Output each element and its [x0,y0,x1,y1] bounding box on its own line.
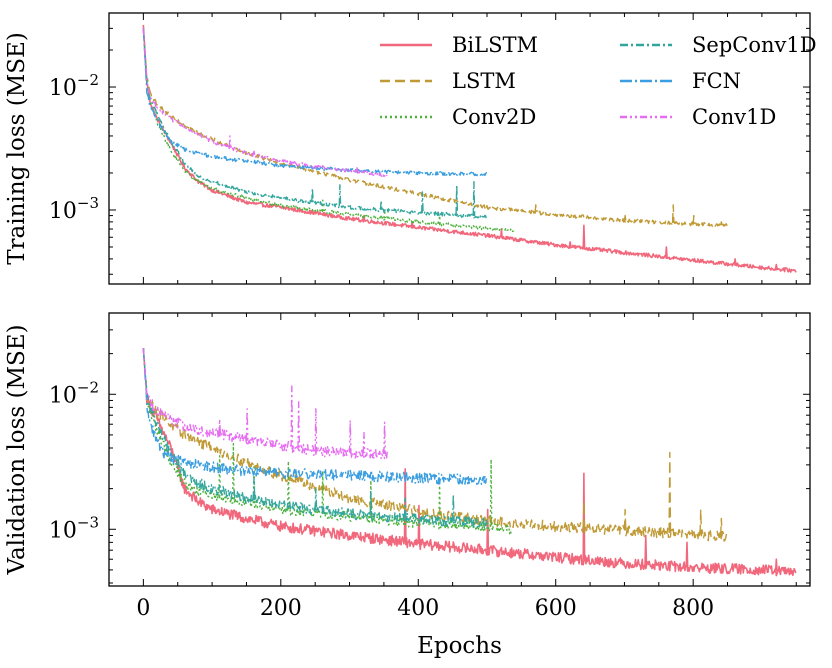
legend-label-sepconv1d: SepConv1D [692,33,817,57]
plot-frame [108,312,811,587]
legend-label-bilstm: BiLSTM [452,33,538,57]
series-line-conv1d [142,28,388,177]
series-line-fcn [142,348,488,486]
legend-label-conv1d: Conv1D [692,105,776,129]
y-tick-label: 10−3 [49,194,99,224]
legend-label-lstm: LSTM [452,69,516,93]
series-line-conv2d [142,28,516,233]
series-line-lstm [142,28,729,228]
series-line-fcn [142,28,488,177]
series-line-lstm [142,347,728,542]
series-line-sepconv1d [142,347,488,529]
x-tick-label: 200 [260,596,302,621]
y-axis-title: Validation loss (MSE) [4,324,30,575]
y-tick-label: 10−3 [49,513,99,543]
y-axis-title: Training loss (MSE) [4,32,30,265]
x-axis-title: Epochs [417,633,502,659]
y-tick-label: 10−2 [49,378,99,408]
legend-label-fcn: FCN [692,69,741,93]
x-tick-label: 800 [672,596,714,621]
legend-label-conv2d: Conv2D [452,105,536,129]
series-line-sepconv1d [142,28,488,220]
y-tick-label: 10−2 [49,71,99,101]
x-tick-label: 600 [535,596,577,621]
panel-training: 10−2 10−3 Training loss (MSE) BiLSTM LSTM Con… [4,12,817,285]
x-tick-label: 0 [136,596,150,621]
plot-frame [108,12,811,285]
series-line-bilstm [142,347,797,577]
legend: BiLSTM LSTM Conv2D SepConv1D FCN Conv1D [380,33,817,129]
series-line-bilstm [142,24,797,273]
panel-validation: 0 200 400 600 800 Epochs 10−2 10−3 Validation lo… [4,312,811,659]
series-line-conv1d [142,347,389,460]
x-tick-label: 400 [397,596,439,621]
